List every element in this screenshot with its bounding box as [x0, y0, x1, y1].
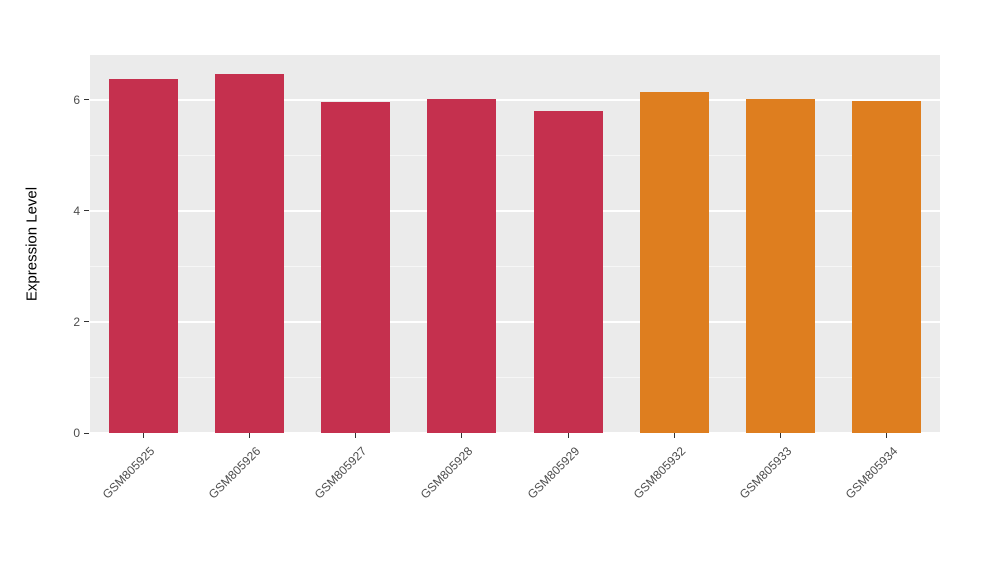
plot-area [90, 55, 940, 434]
x-tick-mark [567, 433, 569, 438]
bar [852, 100, 922, 433]
x-tick-mark [461, 433, 463, 438]
x-tick-mark [355, 433, 357, 438]
bar [533, 110, 603, 433]
y-tick-mark [84, 99, 89, 101]
y-axis-title: Expression Level [23, 186, 41, 302]
gridline-major [90, 321, 940, 323]
x-tick-mark [886, 433, 888, 438]
x-tick-mark [673, 433, 675, 438]
x-tick-mark [248, 433, 250, 438]
bar [214, 73, 284, 433]
gridline-minor [90, 376, 940, 378]
y-tick-mark [84, 210, 89, 212]
bar [427, 98, 497, 433]
x-tick-mark [142, 433, 144, 438]
bar [639, 91, 709, 433]
bar [746, 99, 816, 433]
x-tick-mark [780, 433, 782, 438]
y-tick-label: 6 [73, 92, 80, 107]
y-tick-mark [84, 321, 89, 323]
gridline-major [90, 432, 940, 434]
y-tick-label: 2 [73, 314, 80, 329]
y-tick-label: 0 [73, 426, 80, 440]
y-tick-label: 4 [73, 203, 80, 218]
gridline-minor [90, 154, 940, 156]
gridline-major [90, 99, 940, 101]
bar [108, 78, 178, 433]
y-tick-mark [84, 432, 89, 434]
bar [321, 101, 391, 433]
gridline-minor [90, 265, 940, 267]
gridline-major [90, 210, 940, 212]
